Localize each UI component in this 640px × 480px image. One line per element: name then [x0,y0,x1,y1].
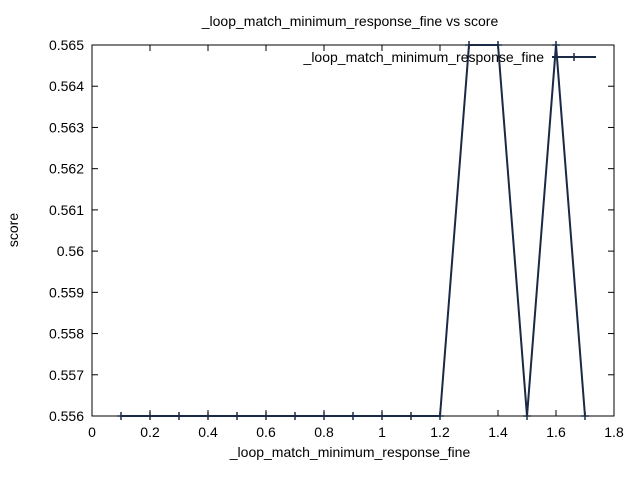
data-point [436,412,444,420]
data-point [494,41,502,49]
y-tick-label: 0.564 [49,78,84,94]
y-tick-label: 0.563 [49,119,84,135]
data-point [262,412,270,420]
x-tick-label: 1 [378,424,386,440]
x-tick-label: 0.4 [198,424,218,440]
x-tick-label: 1.6 [546,424,566,440]
data-point [320,412,328,420]
data-point [523,412,531,420]
plot-frame [91,44,615,417]
legend-label: _loop_match_minimum_response_fine [303,49,545,65]
y-tick-label: 0.565 [49,37,84,53]
x-tick-label: 0.6 [256,424,276,440]
series-layer [117,41,589,420]
data-point [378,412,386,420]
x-axis-label: _loop_match_minimum_response_fine [229,444,471,460]
x-tick-label: 1.4 [488,424,508,440]
series-line [121,44,586,417]
data-point [291,412,299,420]
chart-title: _loop_match_minimum_response_fine vs sco… [201,13,499,29]
y-tick-label: 0.558 [49,326,84,342]
data-point [146,412,154,420]
data-point [204,412,212,420]
y-axis-ticks: 0.556 0.557 0.558 0.559 0.56 0.561 0.562 0.563 0… [49,37,614,424]
data-point [349,412,357,420]
x-tick-label: 0 [88,424,96,440]
y-tick-label: 0.557 [49,367,84,383]
data-point [175,412,183,420]
y-tick-label: 0.56 [57,243,84,259]
y-tick-label: 0.559 [49,284,84,300]
x-tick-label: 0.8 [314,424,334,440]
data-point [117,412,125,420]
data-point [407,412,415,420]
x-tick-label: 1.2 [430,424,450,440]
x-axis-ticks: 0 0.2 0.4 0.6 0.8 1 1.2 1.4 1.6 1.8 [88,45,624,440]
data-point [552,41,560,49]
x-tick-label: 0.2 [140,424,160,440]
data-point [581,412,589,420]
y-tick-label: 0.556 [49,408,84,424]
y-tick-label: 0.561 [49,202,84,218]
x-tick-label: 1.8 [604,424,624,440]
y-tick-label: 0.562 [49,161,84,177]
legend: _loop_match_minimum_response_fine [303,49,596,65]
y-axis-label: score [5,213,21,247]
data-point [465,41,473,49]
data-point [233,412,241,420]
